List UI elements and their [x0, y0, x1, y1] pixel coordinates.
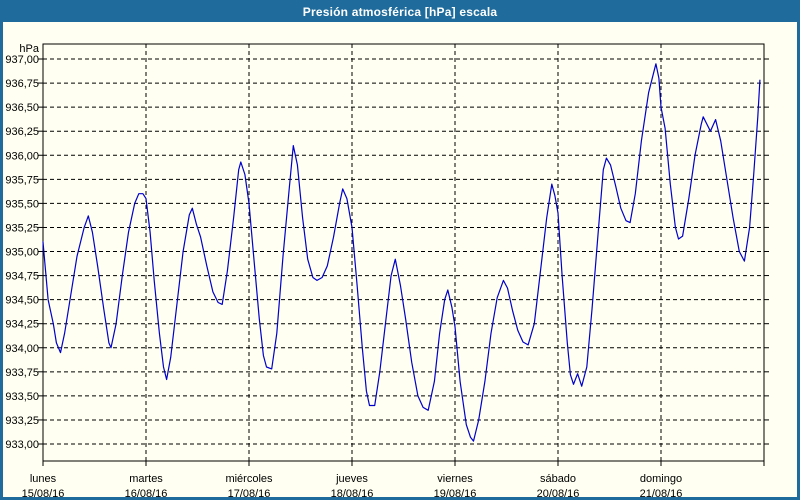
- svg-text:martes: martes: [129, 473, 163, 485]
- svg-text:934,00: 934,00: [5, 343, 39, 355]
- svg-text:936,75: 936,75: [5, 78, 39, 90]
- svg-text:936,25: 936,25: [5, 126, 39, 138]
- svg-text:domingo: domingo: [640, 473, 682, 485]
- svg-text:933,50: 933,50: [5, 391, 39, 403]
- svg-text:934,25: 934,25: [5, 319, 39, 331]
- svg-text:934,50: 934,50: [5, 295, 39, 307]
- svg-text:933,25: 933,25: [5, 415, 39, 427]
- svg-text:15/08/16: 15/08/16: [22, 488, 65, 500]
- y-axis-labels: 937,00 936,75 936,50 936,25 936,00 935,75 935,…: [5, 43, 40, 451]
- svg-text:sábado: sábado: [540, 473, 576, 485]
- pressure-line: [42, 63, 761, 442]
- svg-text:17/08/16: 17/08/16: [228, 488, 271, 500]
- svg-text:lunes: lunes: [30, 473, 57, 485]
- svg-text:viernes: viernes: [437, 473, 473, 485]
- window-title: Presión atmosférica [hPa] escala: [302, 5, 498, 19]
- svg-text:934,75: 934,75: [5, 271, 39, 283]
- pressure-chart: 937,00 936,75 936,50 936,25 936,00 935,75 935,…: [3, 3, 797, 497]
- title-bar: Presión atmosférica [hPa] escala: [3, 3, 797, 22]
- svg-text:16/08/16: 16/08/16: [125, 488, 168, 500]
- x-axis-labels: lunes 15/08/16 martes 16/08/16 miércoles 17/0…: [22, 473, 683, 500]
- chart-canvas: 937,00 936,75 936,50 936,25 936,00 935,75 935,…: [5, 43, 769, 500]
- svg-text:935,25: 935,25: [5, 222, 39, 234]
- svg-text:935,50: 935,50: [5, 198, 39, 210]
- svg-text:933,75: 933,75: [5, 367, 39, 379]
- svg-text:936,50: 936,50: [5, 102, 39, 114]
- svg-text:21/08/16: 21/08/16: [640, 488, 683, 500]
- svg-text:hPa: hPa: [19, 43, 39, 55]
- svg-text:935,75: 935,75: [5, 174, 39, 186]
- gridlines: [43, 44, 764, 461]
- svg-text:18/08/16: 18/08/16: [331, 488, 374, 500]
- svg-text:935,00: 935,00: [5, 247, 39, 259]
- axes: [38, 58, 769, 466]
- svg-text:jueves: jueves: [335, 473, 368, 485]
- svg-text:miércoles: miércoles: [225, 473, 273, 485]
- svg-text:933,00: 933,00: [5, 439, 39, 451]
- plot-border: [42, 43, 765, 462]
- svg-text:19/08/16: 19/08/16: [434, 488, 477, 500]
- svg-text:936,00: 936,00: [5, 150, 39, 162]
- svg-text:937,00: 937,00: [5, 54, 39, 66]
- svg-text:20/08/16: 20/08/16: [537, 488, 580, 500]
